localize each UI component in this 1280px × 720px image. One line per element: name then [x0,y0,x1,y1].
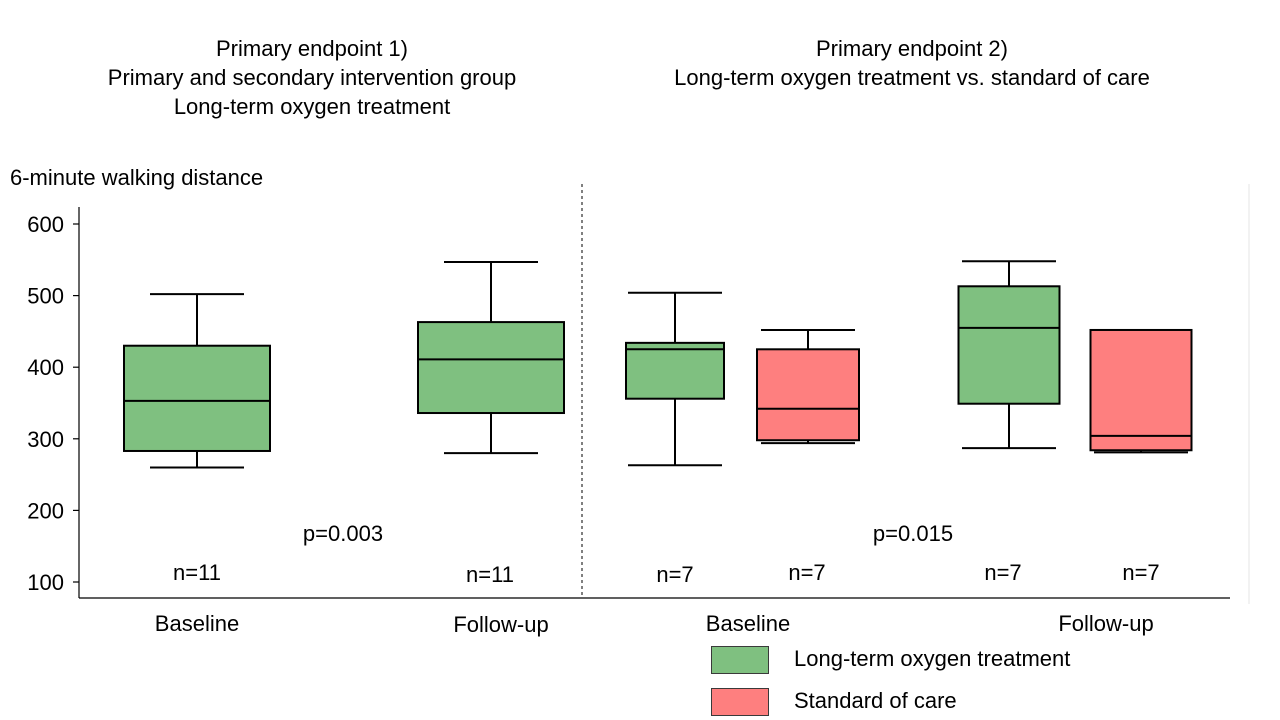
panel-1-heading: Primary endpoint 1) Primary and secondar… [62,34,562,121]
y-axis-label: 6-minute walking distance [10,165,264,190]
sample-size-label: n=7 [1122,560,1159,585]
legend-swatch-oxygen [711,646,769,674]
panel-1-heading-line: Primary endpoint 1) [216,36,408,61]
y-tick-label: 100 [27,570,64,595]
box-iqr [957,285,1061,405]
panel-1-heading-line: Primary and secondary intervention group [107,65,517,90]
box-iqr [756,348,860,442]
legend-label-standard: Standard of care [794,688,957,713]
p-value-label-panel-2: p=0.015 [873,521,953,546]
x-category-label: Baseline [706,611,790,636]
x-category-label: Follow-up [1058,611,1153,636]
box-iqr [417,321,565,415]
box-iqr [1089,328,1193,452]
panel-2-heading-line: Long-term oxygen treatment vs. standard … [674,65,1150,90]
x-category-label: Follow-up [453,612,548,637]
y-tick-label: 600 [27,212,64,237]
panel-1-heading-line: Long-term oxygen treatment [173,94,451,119]
box-iqr [123,344,271,452]
y-tick-label: 500 [27,284,64,309]
sample-size-label: n=11 [466,562,514,587]
y-tick-label: 300 [27,427,64,452]
p-value-label-panel-1: p=0.003 [303,521,383,546]
panel-2-heading-line: Primary endpoint 2) [816,36,1008,61]
sample-size-label: n=7 [656,562,693,587]
y-tick-label: 200 [27,498,64,523]
x-category-label: Baseline [155,611,239,636]
y-tick-label: 400 [27,355,64,380]
legend-label-oxygen: Long-term oxygen treatment [794,646,1071,671]
sample-size-label: n=11 [173,560,221,585]
panel-2-heading: Primary endpoint 2) Long-term oxygen tre… [632,34,1192,92]
sample-size-label: n=7 [984,560,1021,585]
legend-swatch-standard [711,688,769,716]
sample-size-label: n=7 [788,560,825,585]
box-iqr [625,341,725,400]
